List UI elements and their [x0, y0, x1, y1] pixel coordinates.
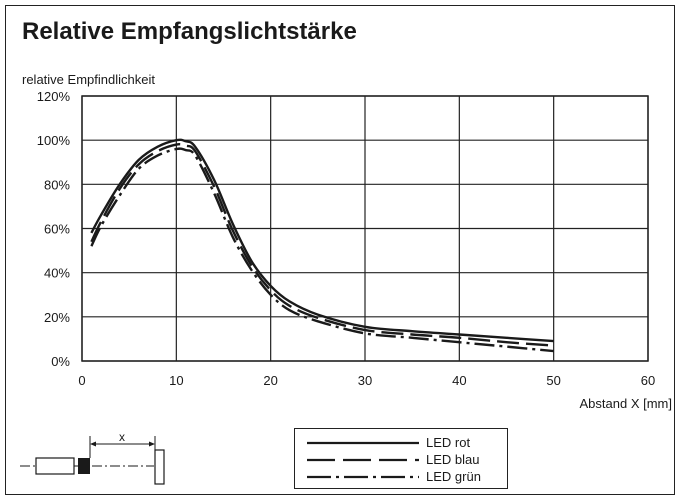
chart-legend: LED rot LED blau LED grün	[294, 428, 508, 489]
x-tick-label: 0	[78, 373, 85, 388]
plot-area-border	[81, 95, 649, 362]
sensor-body	[35, 457, 75, 475]
y-tick-label: 20%	[44, 310, 70, 325]
y-tick-label: 0%	[51, 354, 70, 369]
legend-item-blau: LED blau	[301, 451, 501, 469]
series-line-dashdot	[90, 147, 554, 353]
arrowhead-right	[149, 441, 155, 447]
y-tick-label: 100%	[37, 133, 71, 148]
legend-label: LED grün	[426, 469, 481, 484]
x-tick-label: 30	[358, 373, 372, 388]
y-axis-label: relative Empfindlichkeit	[22, 72, 155, 87]
x-tick-label: 50	[546, 373, 560, 388]
x-tick-label: 10	[169, 373, 183, 388]
reflector-target	[154, 449, 165, 485]
x-axis-label: Abstand X [mm]	[579, 396, 672, 411]
series-line-solid	[90, 138, 554, 343]
y-tick-label: 60%	[44, 222, 70, 237]
series-line-dashed	[90, 143, 554, 347]
chart-grid	[81, 95, 649, 362]
x-tick-label: 60	[641, 373, 655, 388]
figure-frame	[5, 5, 675, 495]
y-tick-labels: 0% 20% 40% 60% 80% 100% 120%	[37, 89, 71, 369]
sensor-lens	[78, 458, 90, 474]
distance-label: x	[119, 430, 125, 444]
series-lines	[90, 138, 554, 353]
chart-title: Relative Empfangslichtstärke	[22, 18, 357, 45]
sensor-distance-diagram: x	[20, 430, 165, 485]
line-chart: 0 10 20 30 40 50 60 0% 20% 40% 60% 80% 100% 120%	[37, 89, 655, 388]
legend-label: LED blau	[426, 452, 480, 467]
x-tick-labels: 0 10 20 30 40 50 60	[78, 373, 655, 388]
y-tick-label: 80%	[44, 177, 70, 192]
y-tick-label: 40%	[44, 266, 70, 281]
legend-label: LED rot	[426, 435, 471, 450]
legend-item-gruen: LED grün	[301, 468, 501, 486]
x-tick-label: 40	[452, 373, 466, 388]
legend-item-rot: LED rot	[301, 434, 501, 452]
y-tick-label: 120%	[37, 89, 71, 104]
x-tick-label: 20	[263, 373, 277, 388]
arrowhead-left	[90, 441, 96, 447]
chart-axes	[81, 95, 649, 362]
